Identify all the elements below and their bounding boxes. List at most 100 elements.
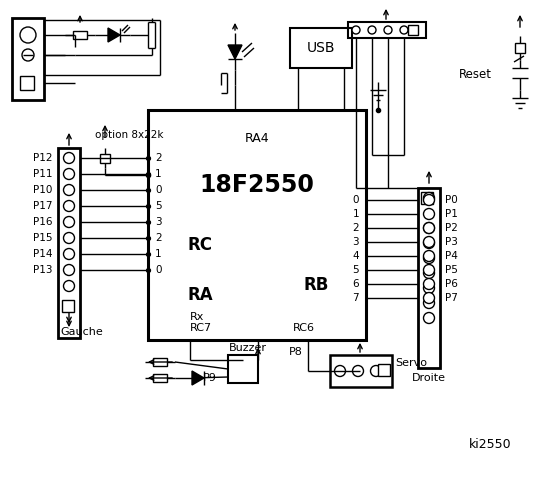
Circle shape <box>400 26 408 34</box>
Polygon shape <box>192 371 204 385</box>
Circle shape <box>64 232 75 243</box>
Text: P17: P17 <box>33 201 52 211</box>
Text: 3: 3 <box>155 217 161 227</box>
Text: Servo: Servo <box>395 358 427 368</box>
Circle shape <box>424 238 435 249</box>
Text: P12: P12 <box>33 153 52 163</box>
Text: 4: 4 <box>352 251 359 261</box>
Text: Rx: Rx <box>190 312 205 322</box>
Circle shape <box>424 208 435 219</box>
Text: Gauche: Gauche <box>60 327 103 337</box>
Circle shape <box>22 49 34 61</box>
Circle shape <box>424 252 435 264</box>
Circle shape <box>424 223 435 233</box>
Text: 1: 1 <box>155 169 161 179</box>
Text: RA: RA <box>187 286 213 304</box>
Text: 1: 1 <box>352 209 359 219</box>
Circle shape <box>64 184 75 195</box>
Text: 5: 5 <box>155 201 161 211</box>
Text: P10: P10 <box>33 185 52 195</box>
Circle shape <box>64 280 75 291</box>
Text: 2: 2 <box>155 153 161 163</box>
Bar <box>20 76 34 90</box>
Text: P9: P9 <box>203 373 217 383</box>
Text: 2: 2 <box>352 223 359 233</box>
Text: P15: P15 <box>33 233 52 243</box>
Bar <box>58 148 80 338</box>
Text: 0: 0 <box>155 265 161 275</box>
Bar <box>148 110 366 340</box>
Circle shape <box>424 312 435 324</box>
Bar <box>378 364 390 376</box>
Text: P4: P4 <box>445 251 458 261</box>
Bar <box>330 355 392 387</box>
Text: P0: P0 <box>445 195 458 205</box>
Bar <box>73 31 87 39</box>
Bar <box>12 18 44 100</box>
Text: P2: P2 <box>445 223 458 233</box>
Circle shape <box>424 251 435 262</box>
Circle shape <box>384 26 392 34</box>
Text: P16: P16 <box>33 217 52 227</box>
Circle shape <box>424 194 435 205</box>
Bar <box>100 154 110 163</box>
Bar <box>515 43 525 53</box>
Bar <box>62 300 74 312</box>
Circle shape <box>371 365 382 376</box>
Circle shape <box>424 278 435 289</box>
Bar <box>348 22 426 38</box>
Circle shape <box>64 153 75 164</box>
Text: P13: P13 <box>33 265 52 275</box>
Circle shape <box>424 223 435 233</box>
Circle shape <box>424 283 435 293</box>
Text: P1: P1 <box>445 209 458 219</box>
Circle shape <box>424 237 435 248</box>
Text: 18F2550: 18F2550 <box>200 173 315 197</box>
Circle shape <box>424 292 435 303</box>
Text: 1: 1 <box>155 249 161 259</box>
Polygon shape <box>228 45 242 59</box>
Text: RC7: RC7 <box>190 323 212 333</box>
Circle shape <box>64 264 75 276</box>
Text: P5: P5 <box>445 265 458 275</box>
Text: P14: P14 <box>33 249 52 259</box>
Circle shape <box>424 267 435 278</box>
Circle shape <box>368 26 376 34</box>
Circle shape <box>352 365 363 376</box>
Text: 2: 2 <box>155 233 161 243</box>
Bar <box>408 25 418 35</box>
Bar <box>290 28 352 68</box>
Text: Reset: Reset <box>458 69 492 82</box>
Text: 0: 0 <box>155 185 161 195</box>
Text: P3: P3 <box>445 237 458 247</box>
Circle shape <box>335 365 346 376</box>
Text: option 8x22k: option 8x22k <box>95 130 164 140</box>
Text: RC6: RC6 <box>293 323 315 333</box>
Circle shape <box>20 27 36 43</box>
Circle shape <box>424 298 435 309</box>
Circle shape <box>352 26 360 34</box>
Text: RB: RB <box>303 276 328 294</box>
Text: Droite: Droite <box>412 373 446 383</box>
Text: P8: P8 <box>289 347 303 357</box>
Circle shape <box>424 192 435 204</box>
Circle shape <box>424 264 435 276</box>
Text: 7: 7 <box>352 293 359 303</box>
Text: 5: 5 <box>352 265 359 275</box>
Polygon shape <box>108 28 120 42</box>
Bar <box>153 358 167 366</box>
Text: Buzzer: Buzzer <box>229 343 267 353</box>
Bar <box>418 188 440 368</box>
Text: RC: RC <box>187 236 212 254</box>
Circle shape <box>64 168 75 180</box>
Text: 0: 0 <box>352 195 359 205</box>
Circle shape <box>64 249 75 260</box>
Text: 3: 3 <box>352 237 359 247</box>
Text: 6: 6 <box>352 279 359 289</box>
Bar <box>228 355 258 383</box>
Circle shape <box>64 201 75 212</box>
Bar <box>153 374 167 382</box>
Text: RA4: RA4 <box>244 132 269 144</box>
Circle shape <box>64 216 75 228</box>
Text: ki2550: ki2550 <box>469 439 512 452</box>
